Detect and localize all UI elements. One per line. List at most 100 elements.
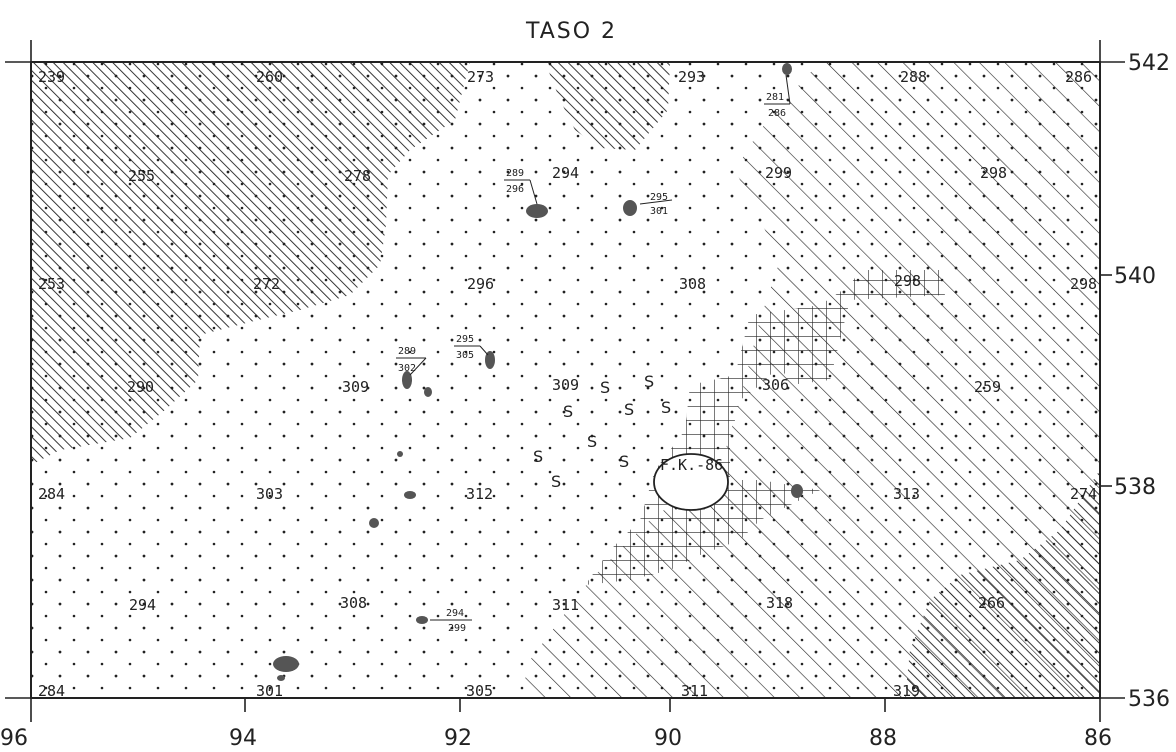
elevation-label: 303 [256, 485, 283, 503]
fraction-annotation: 281 286 [764, 74, 791, 119]
fk-label: F.K.-86 [660, 456, 723, 474]
x-tick-label: 96 [0, 726, 28, 751]
fk-point: F.K.-86 [653, 453, 729, 511]
s-marker: S [587, 432, 597, 451]
x-tick-label: 92 [444, 726, 472, 751]
elevation-label: 298 [980, 164, 1007, 182]
fraction-bottom: 296 [506, 184, 524, 195]
fraction-bottom: 301 [650, 206, 668, 217]
y-tick-label: 538 [1114, 475, 1156, 500]
elevation-label: 298 [894, 272, 921, 290]
fraction-bottom: 286 [768, 108, 786, 119]
dense-hatch-zone-top [545, 62, 670, 150]
fraction-top: 289 [506, 168, 524, 179]
frame-ticks [5, 40, 1125, 722]
elevation-label: 274 [1070, 485, 1097, 503]
fraction-annotation: 289 296 [504, 168, 538, 205]
stone-blob [791, 484, 803, 498]
fk-circle [653, 453, 729, 511]
fraction-annotation: 295 301 [639, 192, 673, 217]
stone-blob [782, 63, 792, 75]
fraction-top: 281 [766, 92, 784, 103]
s-marker: S [563, 402, 573, 421]
elevation-label: 309 [342, 378, 369, 396]
stone-blob [526, 204, 548, 218]
elevation-label: 278 [344, 167, 371, 185]
s-marker: S [661, 398, 671, 417]
s-marker: S [624, 400, 634, 419]
y-tick-label: 540 [1114, 264, 1156, 289]
elevation-label: 259 [974, 378, 1001, 396]
stone-blob [397, 451, 403, 457]
terrain-zones [31, 62, 1100, 698]
y-tick-label: 536 [1128, 687, 1170, 712]
dense-hatch-zone-se [905, 470, 1100, 698]
fraction-annotation: 295 305 [454, 334, 489, 361]
stone-blob [404, 491, 416, 499]
elevation-label: 311 [681, 682, 708, 700]
s-markers: S S S S S S S S S [533, 372, 671, 491]
y-tick-label: 542 [1128, 51, 1170, 76]
elevation-label: 311 [552, 596, 579, 614]
elevation-label: 319 [893, 682, 920, 700]
fraction-bottom: 305 [456, 350, 474, 361]
elevation-label: 294 [129, 596, 156, 614]
s-marker: S [644, 372, 654, 391]
elevation-label: 293 [678, 68, 705, 86]
fraction-annotations: 281 286 289 296 295 301 289 302 295 305 [396, 74, 791, 634]
map-title: TASO 2 [525, 19, 617, 44]
elevation-label: 306 [762, 376, 789, 394]
elevation-label: 288 [900, 68, 927, 86]
elevation-label: 273 [467, 68, 494, 86]
elevation-label: 284 [38, 682, 65, 700]
elevation-label: 239 [38, 68, 65, 86]
stone-blob [273, 656, 299, 672]
fraction-bottom: 299 [448, 623, 466, 634]
elevation-label: 296 [467, 275, 494, 293]
elevation-label: 294 [552, 164, 579, 182]
stone-blob [623, 200, 637, 216]
x-tick-label: 88 [869, 726, 897, 751]
s-marker: S [551, 472, 561, 491]
elevation-label: 318 [766, 594, 793, 612]
x-tick-label: 90 [654, 726, 682, 751]
s-marker: S [533, 447, 543, 466]
elevation-label: 308 [340, 594, 367, 612]
fraction-top: 289 [398, 346, 416, 357]
stone-blobs [273, 63, 803, 681]
x-tick-label: 86 [1084, 726, 1112, 751]
stone-blob [369, 518, 379, 528]
stone-blob [485, 351, 495, 369]
elevation-label: 298 [1070, 275, 1097, 293]
fraction-annotation: 289 302 [396, 346, 427, 376]
elevation-label: 253 [38, 275, 65, 293]
fraction-top: 294 [446, 608, 464, 619]
stone-blob [402, 371, 412, 389]
elevation-label: 266 [978, 594, 1005, 612]
x-tick-label: 94 [229, 726, 257, 751]
elevation-label: 312 [466, 485, 493, 503]
elevation-label: 309 [552, 376, 579, 394]
elevation-label: 272 [253, 275, 280, 293]
fraction-bottom: 302 [398, 363, 416, 374]
elevation-labels: 239 260 273 293 288 286 255 278 294 299 … [38, 68, 1097, 700]
elevation-label: 284 [38, 485, 65, 503]
dense-hatch-zone-nw [31, 62, 470, 465]
elevation-label: 286 [1065, 68, 1092, 86]
elevation-label: 255 [128, 167, 155, 185]
fraction-top: 295 [456, 334, 474, 345]
s-marker: S [619, 452, 629, 471]
elevation-label: 301 [256, 682, 283, 700]
elevation-label: 299 [765, 164, 792, 182]
stone-blob [424, 387, 432, 397]
fraction-annotation: 294 299 [430, 608, 472, 634]
map-frame [30, 61, 1101, 699]
stone-blob [416, 616, 428, 624]
elevation-label: 308 [679, 275, 706, 293]
fraction-top: 295 [650, 192, 668, 203]
elevation-label: 313 [893, 485, 920, 503]
s-marker: S [600, 378, 610, 397]
elevation-label: 260 [256, 68, 283, 86]
stone-blob [277, 675, 285, 681]
